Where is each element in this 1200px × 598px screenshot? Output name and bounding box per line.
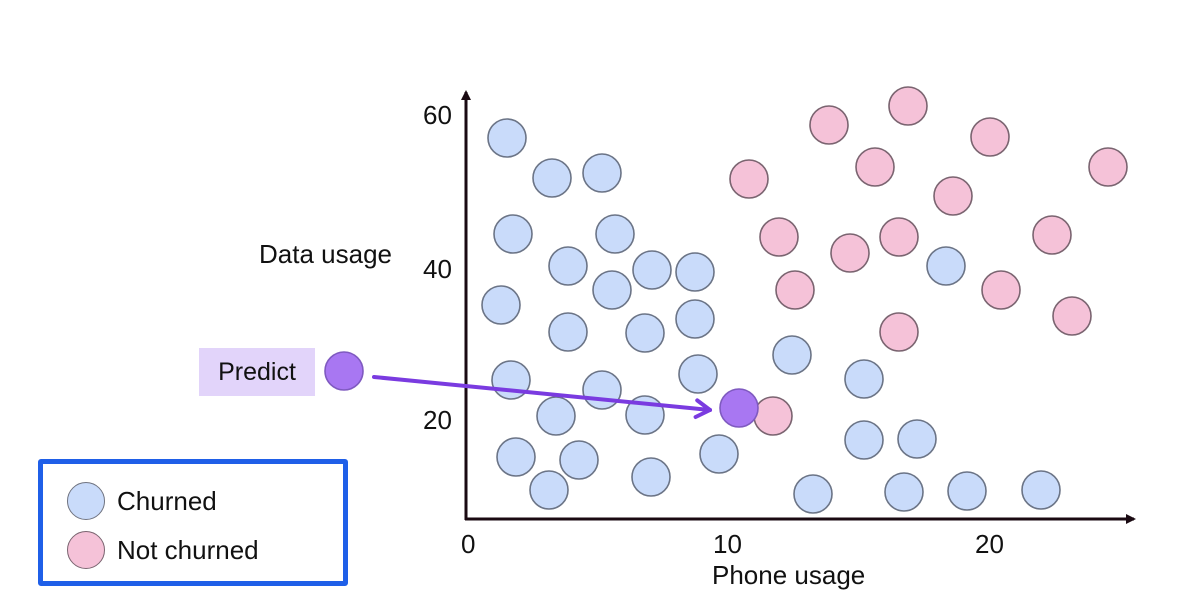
churned-point [487, 118, 527, 158]
not-churned-point [1088, 147, 1128, 187]
arrow-line [372, 375, 712, 412]
churned-point [772, 335, 812, 375]
not-churned-point [970, 117, 1010, 157]
churned-point [631, 457, 671, 497]
churned-point [493, 214, 533, 254]
churned-point [678, 354, 718, 394]
y-tick-40: 40 [423, 254, 452, 284]
churned-point [844, 420, 884, 460]
churned-point [529, 470, 569, 510]
churned-point [1021, 470, 1061, 510]
churned-point [926, 246, 966, 286]
not-churned-point [729, 159, 769, 199]
x-tick-0: 0 [461, 529, 476, 559]
churned-point [632, 250, 672, 290]
churned-point [595, 214, 635, 254]
churned-point [496, 437, 536, 477]
churned-point [793, 474, 833, 514]
churned-swatch-icon [67, 482, 105, 520]
not-churned-point [1052, 296, 1092, 336]
not-churned-point [855, 147, 895, 187]
not-churned-point [1032, 215, 1072, 255]
legend-label-not-churned: Not churned [117, 534, 259, 565]
not-churned-point [879, 312, 919, 352]
churned-points [481, 118, 1061, 514]
churned-point [532, 158, 572, 198]
not-churned-point [775, 270, 815, 310]
legend-item-churned: Churned [67, 482, 217, 520]
not-churned-point [879, 217, 919, 257]
churned-point [548, 312, 588, 352]
churned-point [548, 246, 588, 286]
predicted-point [719, 388, 759, 428]
churned-point [675, 252, 715, 292]
not-churned-point [981, 270, 1021, 310]
churned-point [559, 440, 599, 480]
churned-point [536, 396, 576, 436]
churned-point [844, 359, 884, 399]
x-axis-label: Phone usage [712, 560, 866, 590]
predict-label: Predict [199, 348, 315, 396]
churned-point [884, 472, 924, 512]
churned-point [481, 285, 521, 325]
x-tick-10: 10 [713, 529, 742, 559]
churned-point [897, 419, 937, 459]
not-churned-point [753, 396, 793, 436]
predict-source-point [324, 351, 364, 391]
arrow-head-icon [693, 398, 712, 419]
not-churned-swatch-icon [67, 531, 105, 569]
not-churned-point [933, 176, 973, 216]
churned-point [582, 370, 622, 410]
churned-point [582, 153, 622, 193]
predict-points [324, 351, 759, 428]
predict-arrow [372, 375, 712, 419]
not-churned-point [888, 86, 928, 126]
not-churned-points [729, 86, 1128, 436]
not-churned-point [830, 233, 870, 273]
churned-point [947, 471, 987, 511]
not-churned-point [809, 105, 849, 145]
legend: Churned Not churned [38, 459, 348, 586]
churned-point [592, 270, 632, 310]
churned-point [625, 313, 665, 353]
y-axis-label: Data usage [259, 239, 392, 269]
churned-point [675, 299, 715, 339]
predict-label-text: Predict [218, 357, 296, 386]
y-tick-60: 60 [423, 100, 452, 130]
legend-item-not-churned: Not churned [67, 531, 259, 569]
y-tick-20: 20 [423, 405, 452, 435]
churned-point [699, 434, 739, 474]
not-churned-point [759, 217, 799, 257]
x-tick-20: 20 [975, 529, 1004, 559]
legend-label-churned: Churned [117, 485, 217, 516]
